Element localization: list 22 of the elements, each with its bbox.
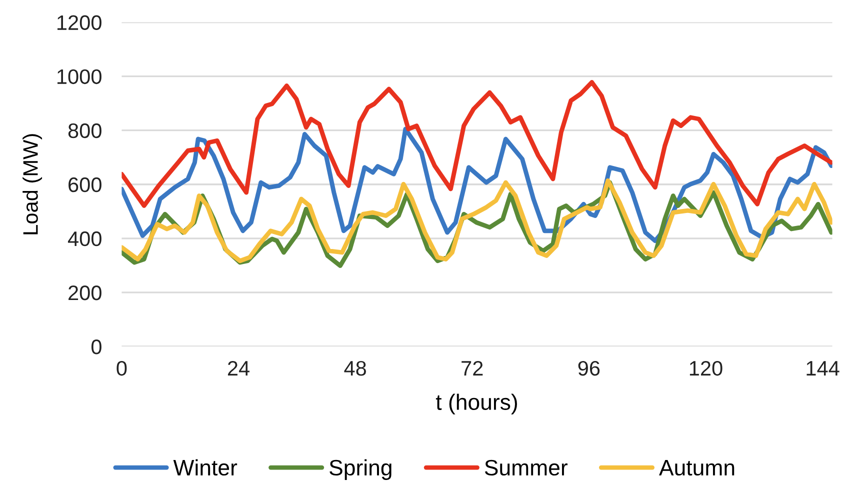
- y-tick-label: 200: [68, 285, 102, 300]
- line-series: [122, 80, 832, 208]
- legend-label: Autumn: [659, 460, 734, 476]
- x-tick-label: 144: [806, 361, 840, 376]
- y-axis-title: Load (MW): [22, 134, 42, 234]
- y-tick-label: 1000: [57, 69, 102, 84]
- y-tick-label: 800: [68, 123, 102, 138]
- x-axis-title: t (hours): [436, 394, 517, 414]
- x-tick-label: 48: [344, 360, 366, 376]
- x-tick-label: 96: [578, 360, 600, 376]
- line-series: [122, 126, 832, 244]
- y-tick-label: 600: [68, 177, 102, 192]
- legend-label: Winter: [173, 459, 238, 476]
- y-tick-label: 0: [91, 340, 102, 354]
- x-tick-label: 0: [116, 360, 127, 376]
- legend-label: Spring: [330, 459, 392, 480]
- y-tick-label: 400: [68, 231, 102, 246]
- y-tick-label: 1200: [57, 15, 102, 30]
- x-tick-label: 24: [228, 360, 250, 376]
- legend-label: Summer: [484, 460, 568, 476]
- x-tick-label: 72: [462, 360, 483, 376]
- x-tick-label: 120: [690, 360, 722, 376]
